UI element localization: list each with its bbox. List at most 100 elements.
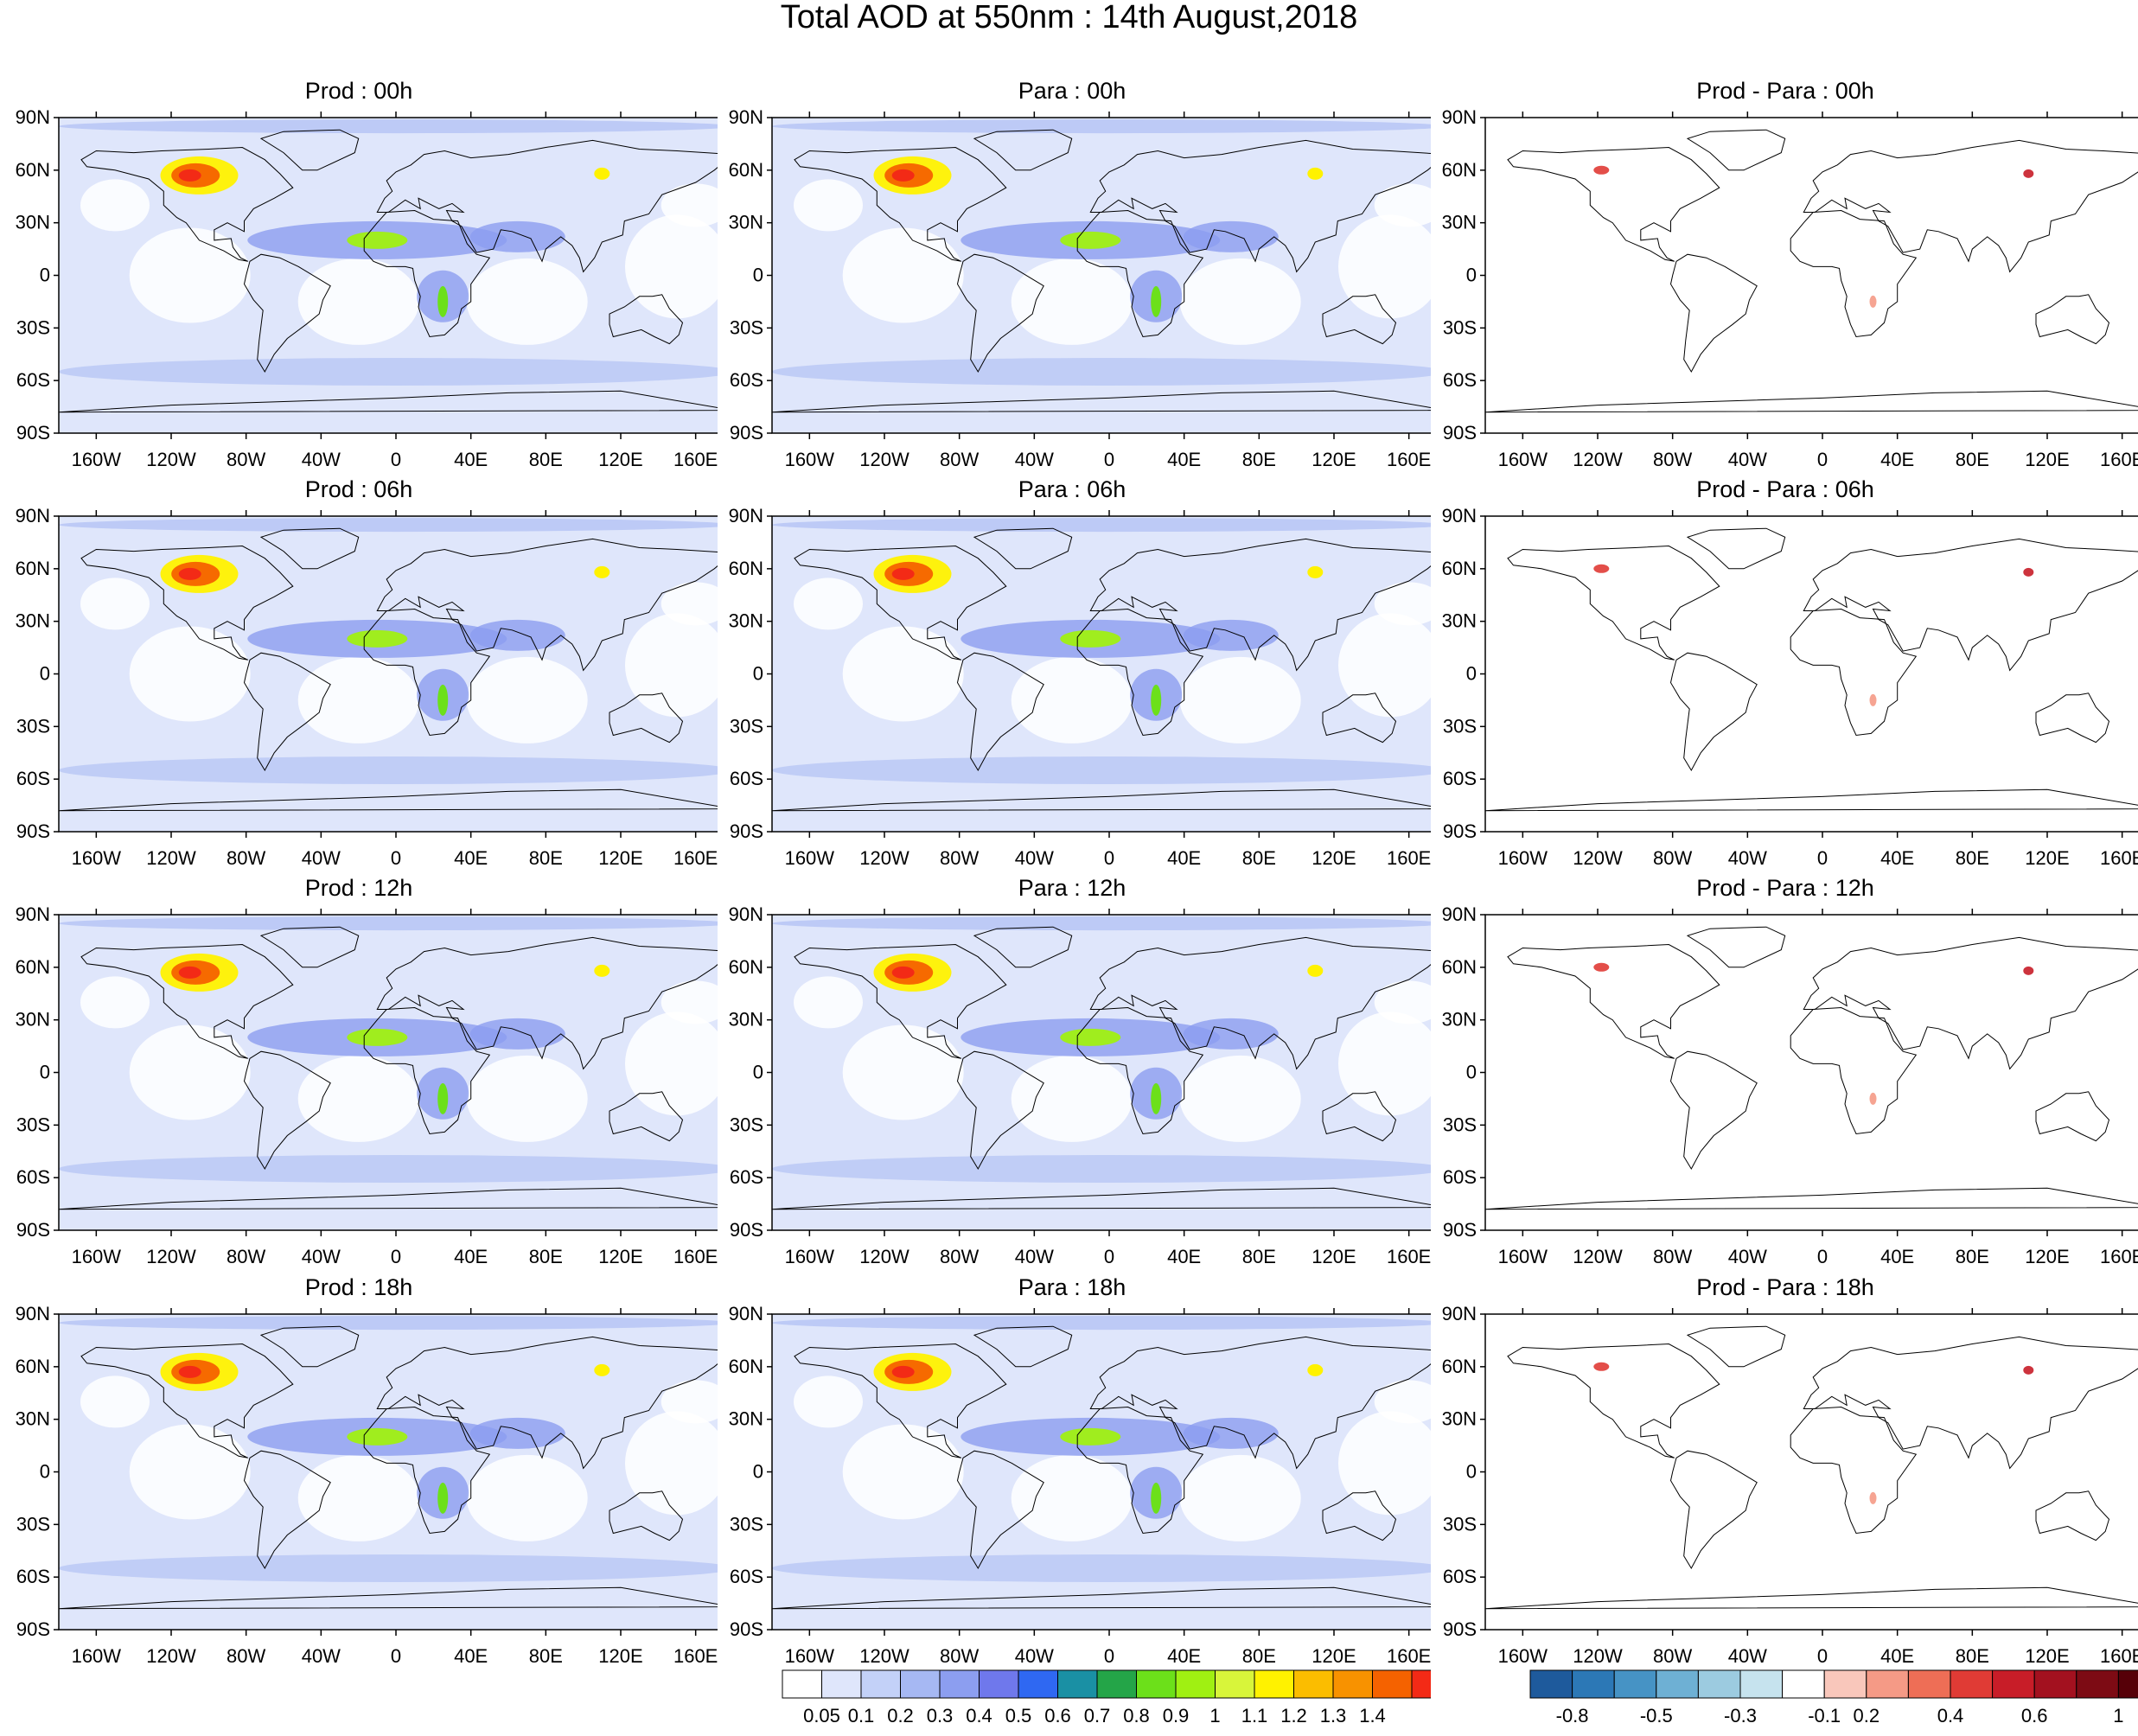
coastline [1322,692,1397,744]
clean-air-region [625,214,718,319]
lon-label: 0 [1817,1246,1828,1267]
map-panel: Prod : 00h 90N 60N 30N 0 30S 60S 90S 160W 120W 80W… [0,78,718,484]
lon-label: 120W [859,1645,909,1667]
colorbar-label: 0.8 [1123,1705,1150,1726]
difference-colorbar: -0.8 -0.5 -0.3 -0.1 0.2 0.4 0.6 1 [1529,1669,2138,1726]
lon-label: 120E [598,847,642,869]
coastline [973,527,1073,570]
saharan-dust-core [347,231,408,249]
map-plot: 90N 60N 30N 0 30S 60S 90S 160W 120W 80W 40W 0 40E 80E… [729,106,1431,470]
african-smoke-core [437,285,449,317]
coastline [771,1187,1431,1210]
lon-label: 0 [1104,1645,1114,1667]
lat-label: 60S [1443,369,1477,391]
lat-label: 90S [1443,1219,1477,1241]
clean-air-region [1338,214,1431,319]
lon-label: 120W [146,847,196,869]
difference-hotspot [1869,1092,1877,1105]
coastline [973,1325,1073,1368]
lon-label: 40E [454,1246,488,1267]
lat-label: 0 [40,1461,50,1483]
difference-hotspot [2023,966,2034,975]
clean-air-region [297,258,419,345]
canada-smoke-core [178,966,201,979]
colorbar-swatch [1529,1669,1573,1699]
lat-label: 60S [1443,1166,1477,1188]
colorbar-label: 0.4 [966,1705,992,1726]
coastline [609,294,684,345]
lon-label: 0 [391,1645,401,1667]
colorbar-swatch [1018,1669,1058,1699]
coastline [609,1091,684,1142]
colorbar-label: 1.1 [1241,1705,1268,1726]
lat-label: 90N [729,106,763,128]
colorbar-swatch [1136,1669,1177,1699]
lon-label: 80E [529,1246,563,1267]
lon-label: 120W [1573,847,1623,869]
lon-label: 160W [72,1246,122,1267]
lon-label: 40W [1728,1246,1767,1267]
clean-air-region [1011,1055,1133,1142]
colorbar-label: 0.05 [803,1705,840,1726]
coastline [243,1450,331,1570]
lon-label: 80W [227,1246,265,1267]
lon-label: 160E [2100,847,2138,869]
lon-label: 80W [1653,1645,1692,1667]
coastline [1803,936,2138,1070]
lat-label: 90S [730,1618,763,1640]
siberia-smoke [1307,964,1324,977]
map-panel: Prod : 18h 90N 60N 30N 0 30S 60S 90S 160W 120W 80W… [0,1274,718,1681]
colorbar-swatch [1057,1669,1098,1699]
arctic-band [59,119,718,134]
lon-label: 40E [454,847,488,869]
map-panel: Para : 12h 90N 60N 30N 0 30S 60S 90S 160W 120W 80W… [713,875,1431,1281]
lon-label: 40W [1728,847,1767,869]
colorbar-swatch [900,1669,941,1699]
map-panel: Para : 06h 90N 60N 30N 0 30S 60S 90S 160W 120W 80W… [713,476,1431,883]
map-panel: Prod : 06h 90N 60N 30N 0 30S 60S 90S 160W 120W 80W… [0,476,718,883]
lon-label: 160W [1498,1645,1548,1667]
colorbar-swatch [1823,1669,1867,1699]
colorbar-swatch [1656,1669,1699,1699]
clean-air-region [466,656,588,744]
colorbar-label: 0.7 [1084,1705,1111,1726]
lon-label: 80W [1653,847,1692,869]
coastline [363,1406,491,1535]
colorbar-swatch [1782,1669,1825,1699]
lon-label: 80E [1242,847,1276,869]
african-smoke-core [1151,1482,1162,1514]
coastline [973,129,1073,171]
coastline [80,545,294,661]
saharan-dust-core [1060,1427,1121,1446]
coastline [1484,788,2138,812]
map-panel: Para : 00h 90N 60N 30N 0 30S 60S 90S 160W 120W 80W… [713,78,1431,484]
arctic-band [59,1316,718,1331]
coastline [363,209,491,338]
saharan-dust-core [347,1427,408,1446]
lon-label: 160W [785,847,835,869]
arctic-band [772,916,1431,931]
lon-label: 120W [1573,1645,1623,1667]
coastline [80,146,294,262]
lat-label: 90S [1443,820,1477,842]
lon-label: 80E [529,847,563,869]
clean-air-region [1338,1012,1431,1116]
lat-label: 60S [730,1166,763,1188]
lat-label: 60S [1443,1566,1477,1587]
clean-air-region [1011,1454,1133,1541]
lon-label: 160W [1498,847,1548,869]
clean-air-region [661,1380,718,1424]
lon-label: 120W [859,847,909,869]
lat-label: 90S [1443,422,1477,444]
coastline [771,390,1431,413]
panel-title: Prod : 06h [304,476,413,502]
lon-label: 160E [2100,1246,2138,1267]
lon-label: 80E [1956,1645,1989,1667]
difference-hotspot [1593,962,1610,972]
colorbar-label: 0.5 [1005,1705,1032,1726]
canada-smoke-core [891,966,915,979]
coastline [1686,129,1786,171]
clean-air-region [794,976,863,1029]
lon-label: 80W [940,847,979,869]
lat-label: 90N [729,1303,763,1324]
